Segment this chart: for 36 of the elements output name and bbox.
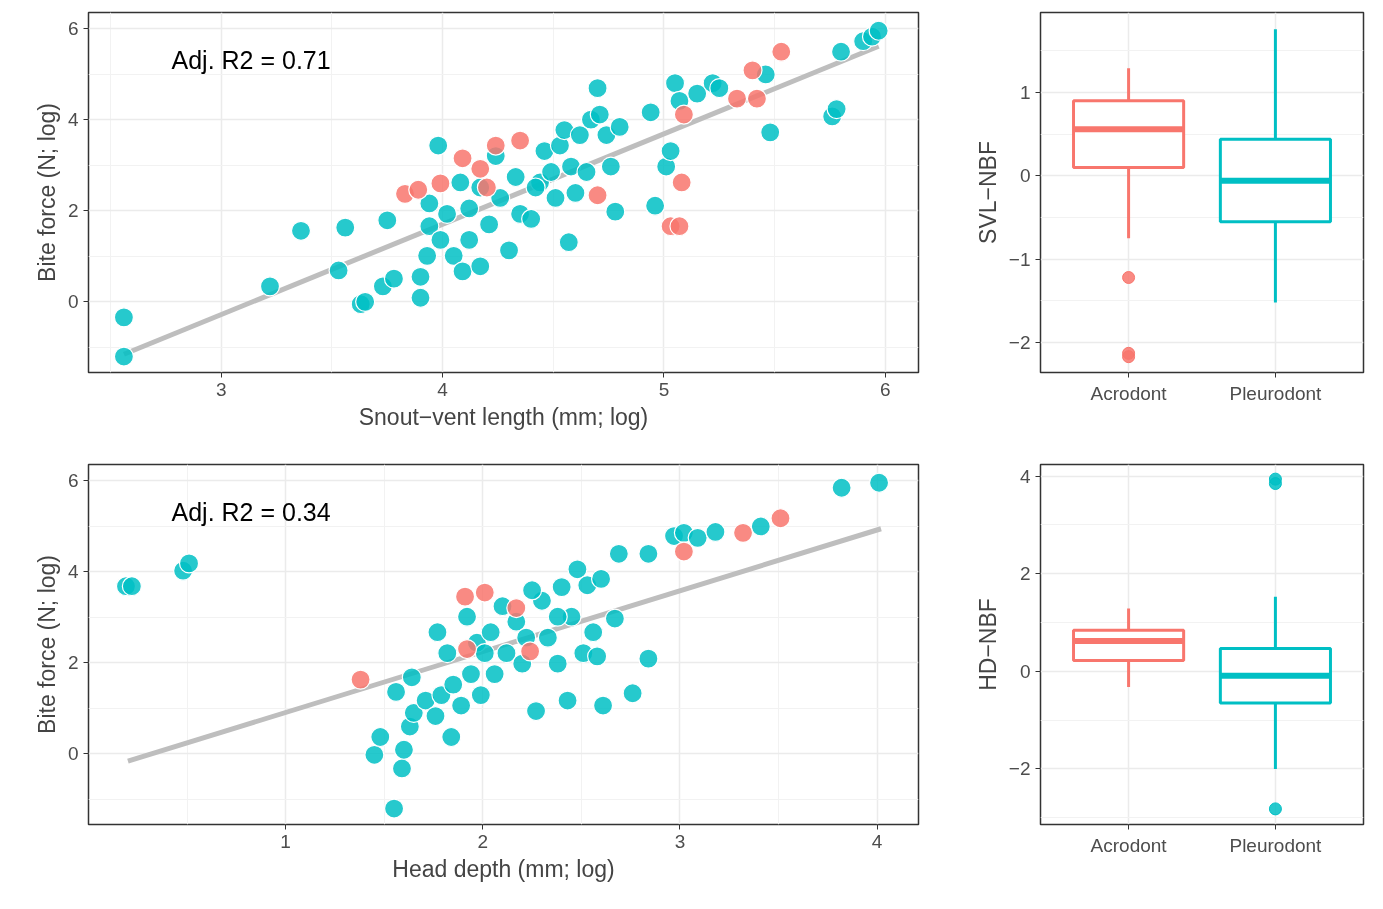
y-tick-label: 0	[1019, 165, 1031, 187]
y-axis-title: Bite force (N; log)	[33, 555, 60, 734]
y-tick-label: 4	[67, 561, 79, 583]
y-tick-label: 4	[67, 109, 79, 131]
y-tick-label: −1	[1008, 248, 1031, 270]
x-tick-label: Acrodont	[1090, 382, 1168, 404]
y-axis-title: Bite force (N; log)	[33, 103, 60, 282]
annotation: Adj. R2 = 0.71	[171, 45, 331, 74]
y-tick-label: −2	[1008, 758, 1031, 780]
x-tick-label: 6	[880, 378, 891, 400]
x-tick-label: Pleurodont	[1229, 382, 1323, 404]
x-tick-label: Acrodont	[1090, 834, 1168, 856]
y-tick-label: −2	[1008, 332, 1031, 353]
x-tick-label: 3	[216, 378, 227, 400]
y-tick-label: 1	[1019, 82, 1031, 103]
x-tick-label: 4	[871, 830, 883, 852]
annotation: Adj. R2 = 0.34	[171, 497, 331, 526]
x-tick-label: 2	[477, 830, 489, 852]
x-tick-label: Pleurodont	[1229, 834, 1323, 856]
y-tick-label: 0	[67, 743, 79, 765]
x-tick-label: 4	[437, 378, 449, 400]
x-tick-label: 3	[674, 830, 686, 852]
y-axis-title: SVL−NBF	[974, 141, 1001, 244]
y-tick-label: 0	[1019, 660, 1031, 682]
y-tick-label: 4	[1019, 465, 1031, 487]
y-tick-label: 6	[67, 469, 79, 491]
y-tick-label: 6	[67, 17, 79, 39]
x-tick-label: 5	[658, 378, 670, 400]
y-tick-label: 2	[67, 200, 79, 222]
x-tick-label: 1	[280, 830, 291, 852]
x-axis-title: Head depth (mm; log)	[392, 855, 615, 882]
y-tick-label: 0	[67, 291, 79, 313]
y-tick-label: 2	[1019, 563, 1031, 585]
x-axis-title: Snout−vent length (mm; log)	[358, 403, 649, 430]
y-axis-title: HD−NBF	[974, 598, 1001, 691]
y-tick-label: 2	[67, 652, 79, 674]
